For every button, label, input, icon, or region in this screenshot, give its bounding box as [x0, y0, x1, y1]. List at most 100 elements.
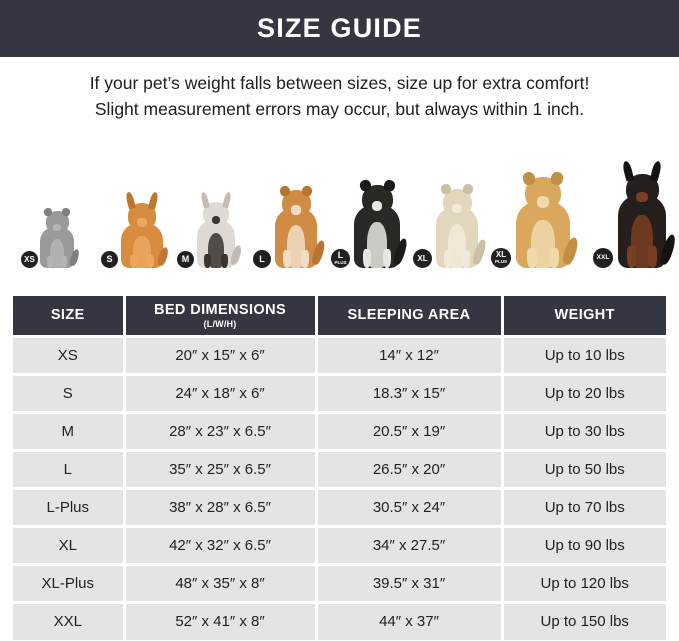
- pet-chest: [631, 215, 653, 268]
- pet-front-leg-left: [46, 255, 53, 268]
- pet-muzzle: [291, 205, 301, 215]
- gray-cat-silhouette: [34, 202, 81, 268]
- animal-size-illustrations: XS S M L L PLUS XL XL PLUS XXL: [13, 140, 677, 268]
- cell-size: XS: [13, 336, 126, 376]
- cell-sleeping-area: 26.5″ x 20″: [316, 450, 504, 490]
- dog-illustration-xl: XL: [413, 170, 490, 268]
- cell-weight: Up to 150 lbs: [502, 602, 666, 640]
- cell-weight: Up to 50 lbs: [502, 450, 666, 490]
- size-badge-xs: XS: [21, 251, 38, 268]
- pet-front-leg-left: [363, 249, 372, 268]
- pet-front-leg-left: [204, 253, 212, 268]
- title-banner: SIZE GUIDE: [0, 0, 679, 57]
- pet-front-leg-left: [627, 246, 637, 268]
- cell-weight: Up to 70 lbs: [502, 488, 666, 528]
- cell-size: L: [13, 450, 126, 490]
- badge-label: L: [259, 253, 265, 264]
- pet-front-leg-left: [444, 249, 452, 268]
- dog-illustration-l-plus: L PLUS: [331, 166, 412, 268]
- table-row: L 35″ x 25″ x 6.5″ 26.5″ x 20″ Up to 50 lbs: [13, 450, 666, 490]
- pet-ear-right: [221, 191, 232, 209]
- pet-ear-right: [300, 184, 314, 197]
- dog-illustration-s: S: [101, 191, 174, 268]
- cell-sleeping-area: 34″ x 27.5″: [316, 526, 504, 566]
- column-header-sleeping-area: SLEEPING AREA: [316, 296, 504, 338]
- size-badge-s: S: [101, 251, 118, 268]
- dog-illustration-m: M: [177, 190, 246, 268]
- badge-sublabel: PLUS: [334, 260, 347, 266]
- doberman-silhouette: [609, 150, 677, 268]
- cell-bed-dimensions: 38″ x 28″ x 6.5″: [124, 488, 318, 528]
- cell-bed-dimensions: 42″ x 32″ x 6.5″: [124, 526, 318, 566]
- pomeranian-silhouette: [114, 191, 171, 268]
- labrador-silhouette: [428, 170, 488, 268]
- column-header-bed-dimensions: BED DIMENSIONS (L/W/H): [124, 296, 318, 338]
- dog-illustration-xl-plus: XL PLUS: [491, 160, 583, 268]
- border-collie-silhouette: [346, 166, 410, 268]
- table-row: S 24″ x 18″ x 6″ 18.3″ x 15″ Up to 20 lbs: [13, 374, 666, 414]
- pet-chest: [531, 219, 555, 268]
- pet-muzzle: [371, 201, 383, 212]
- table-row: XL 42″ x 32″ x 6.5″ 34″ x 27.5″ Up to 90 lb…: [13, 526, 666, 566]
- table-row: M 28″ x 23″ x 6.5″ 20.5″ x 19″ Up to 30 lbs: [13, 412, 666, 452]
- pet-chest: [447, 224, 467, 268]
- cell-sleeping-area: 44″ x 37″: [316, 602, 504, 640]
- pet-muzzle: [636, 191, 648, 203]
- pet-front-leg-right: [61, 255, 68, 268]
- cell-bed-dimensions: 52″ x 41″ x 8″: [124, 602, 318, 640]
- subtitle-line-2: Slight measurement errors may occur, but…: [94, 99, 585, 119]
- pet-ear-right: [649, 160, 663, 182]
- cell-weight: Up to 90 lbs: [502, 526, 666, 566]
- table-row: XS 20″ x 15″ x 6″ 14″ x 12″ Up to 10 lbs: [13, 336, 666, 376]
- cell-sleeping-area: 20.5″ x 19″: [316, 412, 504, 452]
- pet-front-leg-right: [146, 254, 155, 268]
- pet-ear-left: [200, 191, 211, 209]
- cell-bed-dimensions: 48″ x 35″ x 8″: [124, 564, 318, 604]
- pet-chest: [49, 238, 65, 268]
- cell-size: L-Plus: [13, 488, 126, 528]
- pet-front-leg-left: [527, 247, 537, 268]
- badge-sublabel: PLUS: [494, 259, 507, 265]
- cat-illustration-xs: XS: [21, 202, 84, 268]
- page-title: SIZE GUIDE: [256, 13, 423, 43]
- size-badge-xl-plus: XL PLUS: [491, 248, 511, 268]
- table-header-row: SIZE BED DIMENSIONS (L/W/H) SLEEPING ARE…: [13, 296, 666, 338]
- cell-sleeping-area: 14″ x 12″: [316, 336, 504, 376]
- badge-label: L: [337, 250, 344, 261]
- pet-muzzle: [137, 218, 147, 228]
- badge-label: S: [106, 254, 113, 264]
- cell-sleeping-area: 18.3″ x 15″: [316, 374, 504, 414]
- size-badge-xxl: XXL: [593, 248, 613, 268]
- size-guide-table: SIZE BED DIMENSIONS (L/W/H) SLEEPING ARE…: [13, 296, 666, 640]
- cell-size: S: [13, 374, 126, 414]
- badge-label: M: [181, 254, 190, 264]
- shiba-inu-silhouette: [267, 172, 327, 268]
- pet-front-leg-right: [462, 249, 470, 268]
- table-row: XL-Plus 48″ x 35″ x 8″ 39.5″ x 31″ Up to 12…: [13, 564, 666, 604]
- pet-muzzle: [211, 216, 221, 225]
- pet-front-leg-left: [129, 254, 138, 268]
- pet-ear-left: [621, 160, 635, 182]
- column-header-size: SIZE: [13, 296, 126, 338]
- table-row: XXL 52″ x 41″ x 8″ 44″ x 37″ Up to 150 lbs: [13, 602, 666, 640]
- golden-retriever-silhouette: [507, 160, 581, 268]
- cell-size: XXL: [13, 602, 126, 640]
- pet-front-leg-right: [382, 249, 391, 268]
- pet-front-leg-right: [220, 253, 228, 268]
- cell-weight: Up to 20 lbs: [502, 374, 666, 414]
- french-bulldog-silhouette: [190, 190, 243, 268]
- pet-front-leg-right: [647, 246, 657, 268]
- size-badge-xl: XL: [413, 249, 432, 268]
- cell-bed-dimensions: 24″ x 18″ x 6″: [124, 374, 318, 414]
- pet-ear-left: [124, 191, 136, 211]
- column-header-weight: WEIGHT: [502, 296, 666, 338]
- cell-weight: Up to 10 lbs: [502, 336, 666, 376]
- pet-chest: [286, 225, 306, 268]
- pet-front-leg-right: [549, 247, 559, 268]
- badge-label: XXL: [596, 253, 610, 261]
- pet-chest: [132, 235, 152, 268]
- cell-bed-dimensions: 35″ x 25″ x 6.5″: [124, 450, 318, 490]
- pet-ear-right: [549, 170, 565, 186]
- cell-size: XL-Plus: [13, 564, 126, 604]
- pet-muzzle: [536, 196, 550, 208]
